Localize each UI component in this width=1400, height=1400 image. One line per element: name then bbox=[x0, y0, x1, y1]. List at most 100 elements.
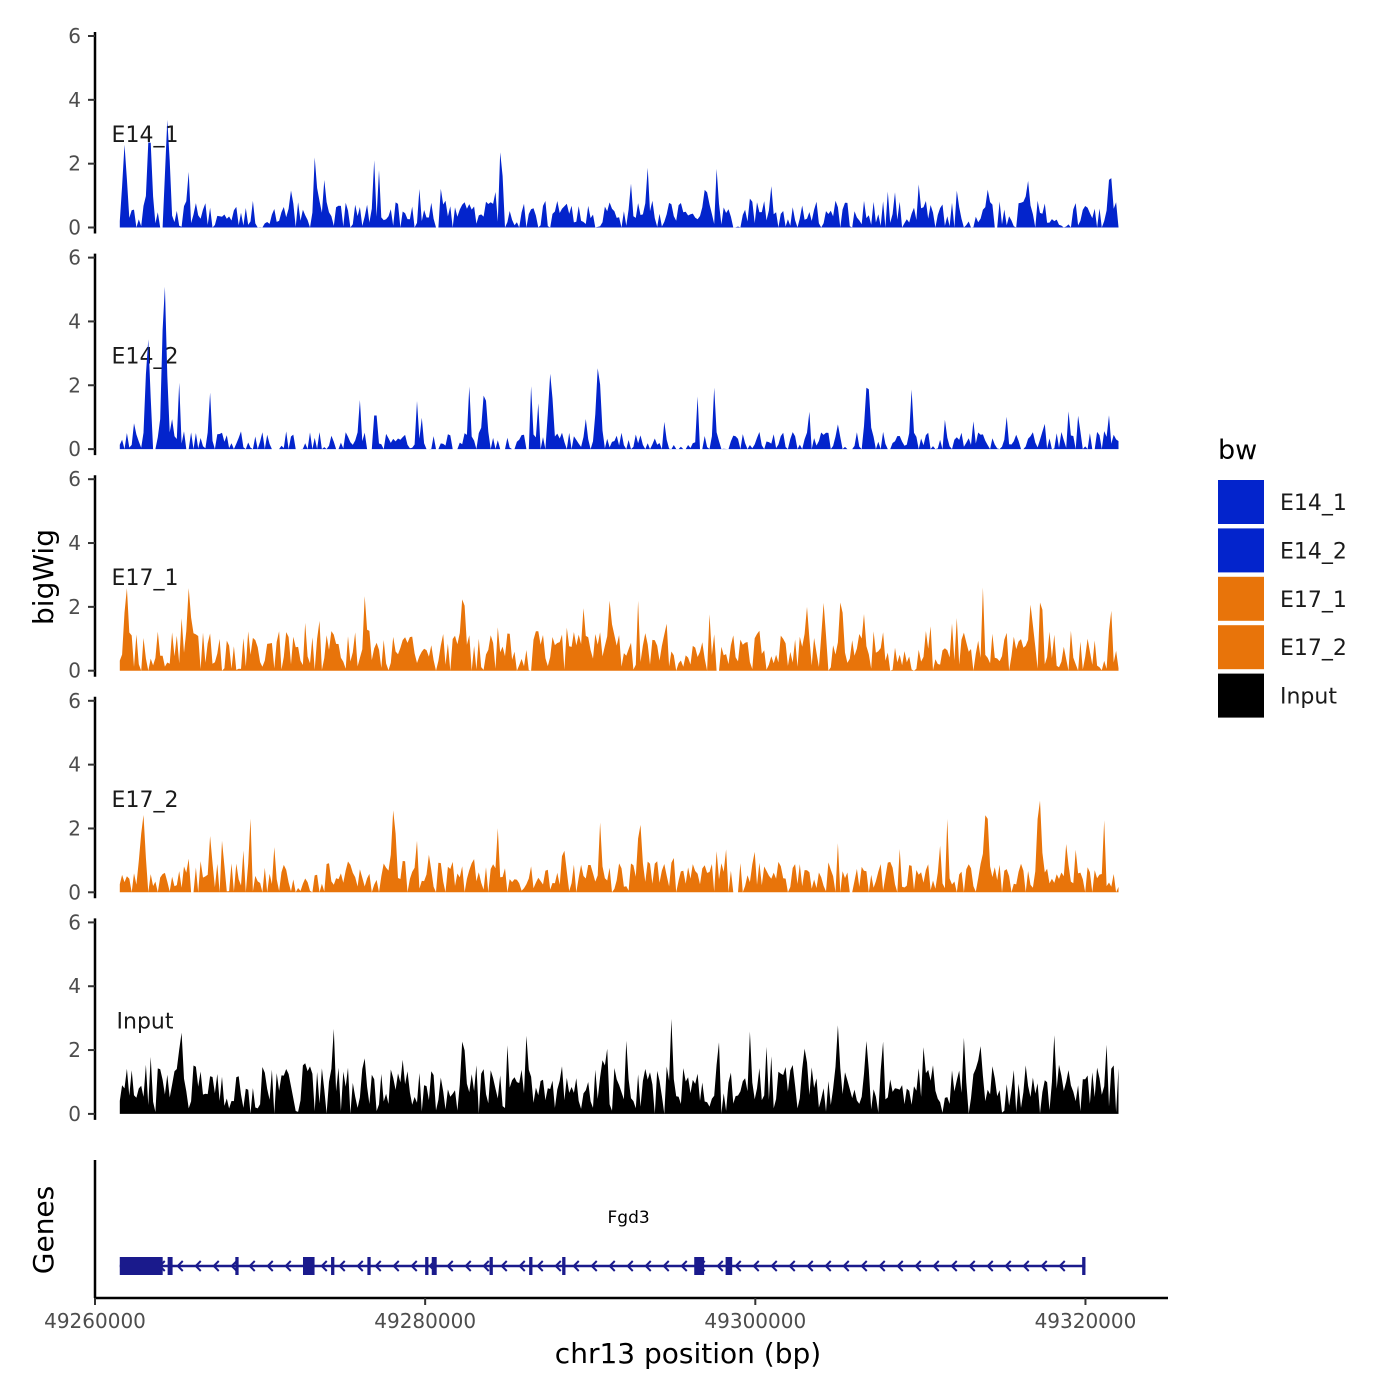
legend-swatch bbox=[1218, 528, 1264, 573]
strand-arrow bbox=[680, 1260, 688, 1272]
gene-exon bbox=[1082, 1257, 1086, 1275]
y-axis-title: bigWig bbox=[27, 529, 60, 625]
y-tick-label: 2 bbox=[68, 1038, 81, 1062]
y-tick-label: 6 bbox=[68, 24, 81, 48]
strand-arrow bbox=[770, 1260, 778, 1272]
strand-arrow bbox=[716, 1260, 724, 1272]
gene-exon bbox=[167, 1257, 173, 1275]
strand-arrow bbox=[878, 1260, 886, 1272]
legend-label: E14_2 bbox=[1280, 539, 1347, 564]
y-tick-label: 2 bbox=[68, 373, 81, 397]
strand-arrow bbox=[518, 1260, 526, 1272]
legend-item: E17_1 bbox=[1218, 576, 1347, 621]
y-tick-label: 4 bbox=[68, 753, 81, 777]
legend: bw E14_1 E14_2 E17_1 E17_2 Input bbox=[1218, 435, 1347, 718]
track-e17-1: 0 2 4 6 E17_1 bbox=[68, 467, 1119, 683]
legend-item: Input bbox=[1218, 673, 1337, 718]
y-tick-label: 6 bbox=[68, 910, 81, 934]
gene-exon bbox=[431, 1257, 437, 1275]
x-tick-label: 49280000 bbox=[374, 1309, 476, 1333]
strand-arrow bbox=[932, 1260, 940, 1272]
track-label: Input bbox=[117, 1009, 174, 1034]
track-e14-2: 0 2 4 6 E14_2 bbox=[68, 246, 1119, 461]
strand-arrow bbox=[536, 1260, 544, 1272]
strand-arrow bbox=[824, 1260, 832, 1272]
strand-arrow bbox=[392, 1260, 400, 1272]
y-tick-label: 6 bbox=[68, 467, 81, 491]
gene-exon bbox=[302, 1257, 315, 1275]
y-tick-label: 4 bbox=[68, 309, 81, 333]
strand-arrow bbox=[284, 1260, 292, 1272]
strand-arrow bbox=[860, 1260, 868, 1272]
gene-exon bbox=[489, 1257, 493, 1275]
x-tick-label: 49260000 bbox=[44, 1309, 146, 1333]
strand-arrow bbox=[752, 1260, 760, 1272]
strand-arrow bbox=[320, 1260, 328, 1272]
y-tick-label: 0 bbox=[68, 880, 81, 904]
legend-label: E17_2 bbox=[1280, 636, 1347, 661]
y-tick-label: 0 bbox=[68, 437, 81, 461]
y-tick-label: 6 bbox=[68, 689, 81, 713]
x-axis-title: chr13 position (bp) bbox=[555, 1337, 821, 1370]
y-tick-label: 4 bbox=[68, 974, 81, 998]
gene-exon bbox=[529, 1257, 533, 1275]
legend-item: E14_2 bbox=[1218, 528, 1347, 573]
legend-label: E17_1 bbox=[1280, 588, 1347, 613]
genes-track: Fgd3 bbox=[93, 1160, 1086, 1298]
strand-arrow bbox=[734, 1260, 742, 1272]
coverage-area bbox=[119, 119, 1119, 228]
track-input: 0 2 4 6 Input bbox=[68, 910, 1119, 1126]
legend-item: E14_1 bbox=[1218, 480, 1347, 524]
strand-arrow bbox=[410, 1260, 418, 1272]
strand-arrow bbox=[446, 1260, 454, 1272]
y-tick-label: 4 bbox=[68, 531, 81, 555]
y-tick-label: 2 bbox=[68, 152, 81, 176]
bigwig-tracks: 0246E14_10246E14_20246E17_10246E17_20246… bbox=[68, 24, 1119, 1126]
x-axis: 49260000 49280000 49300000 49320000 bbox=[44, 1296, 1168, 1333]
y-tick-label: 2 bbox=[68, 816, 81, 840]
coverage-area bbox=[119, 286, 1119, 450]
strand-arrow bbox=[950, 1260, 958, 1272]
strand-arrow bbox=[1058, 1260, 1066, 1272]
legend-label: Input bbox=[1280, 685, 1337, 710]
gene-exon bbox=[235, 1257, 239, 1275]
strand-arrow bbox=[1022, 1260, 1030, 1272]
strand-arrow bbox=[194, 1260, 202, 1272]
x-tick-label: 49300000 bbox=[704, 1309, 806, 1333]
y-tick-label: 6 bbox=[68, 246, 81, 270]
strand-arrow bbox=[608, 1260, 616, 1272]
strand-arrow bbox=[986, 1260, 994, 1272]
y-tick-label: 0 bbox=[68, 659, 81, 683]
track-label: E14_2 bbox=[112, 345, 179, 370]
strand-arrow bbox=[806, 1260, 814, 1272]
strand-arrow bbox=[374, 1260, 382, 1272]
strand-arrow bbox=[788, 1260, 796, 1272]
coverage-area bbox=[119, 1018, 1119, 1114]
x-tick-label: 49320000 bbox=[1035, 1309, 1137, 1333]
strand-arrow bbox=[626, 1260, 634, 1272]
gene-exon bbox=[425, 1257, 429, 1275]
gene-exon bbox=[562, 1257, 566, 1275]
legend-title: bw bbox=[1218, 435, 1257, 466]
gene-exon bbox=[694, 1257, 705, 1275]
strand-arrow bbox=[914, 1260, 922, 1272]
coverage-area bbox=[119, 587, 1119, 671]
strand-arrow bbox=[662, 1260, 670, 1272]
strand-arrow bbox=[644, 1260, 652, 1272]
strand-arrow bbox=[572, 1260, 580, 1272]
legend-swatch bbox=[1218, 673, 1264, 718]
strand-arrow bbox=[464, 1260, 472, 1272]
gene-exon bbox=[119, 1257, 163, 1275]
strand-arrow bbox=[842, 1260, 850, 1272]
strand-arrow bbox=[248, 1260, 256, 1272]
strand-arrow bbox=[338, 1260, 346, 1272]
strand-arrow bbox=[590, 1260, 598, 1272]
strand-arrow bbox=[212, 1260, 220, 1272]
track-e17-2: 0 2 4 6 E17_2 bbox=[68, 689, 1119, 904]
gene-exon bbox=[367, 1257, 371, 1275]
legend-swatch bbox=[1218, 480, 1264, 524]
legend-swatch bbox=[1218, 576, 1264, 621]
strand-arrow bbox=[356, 1260, 364, 1272]
